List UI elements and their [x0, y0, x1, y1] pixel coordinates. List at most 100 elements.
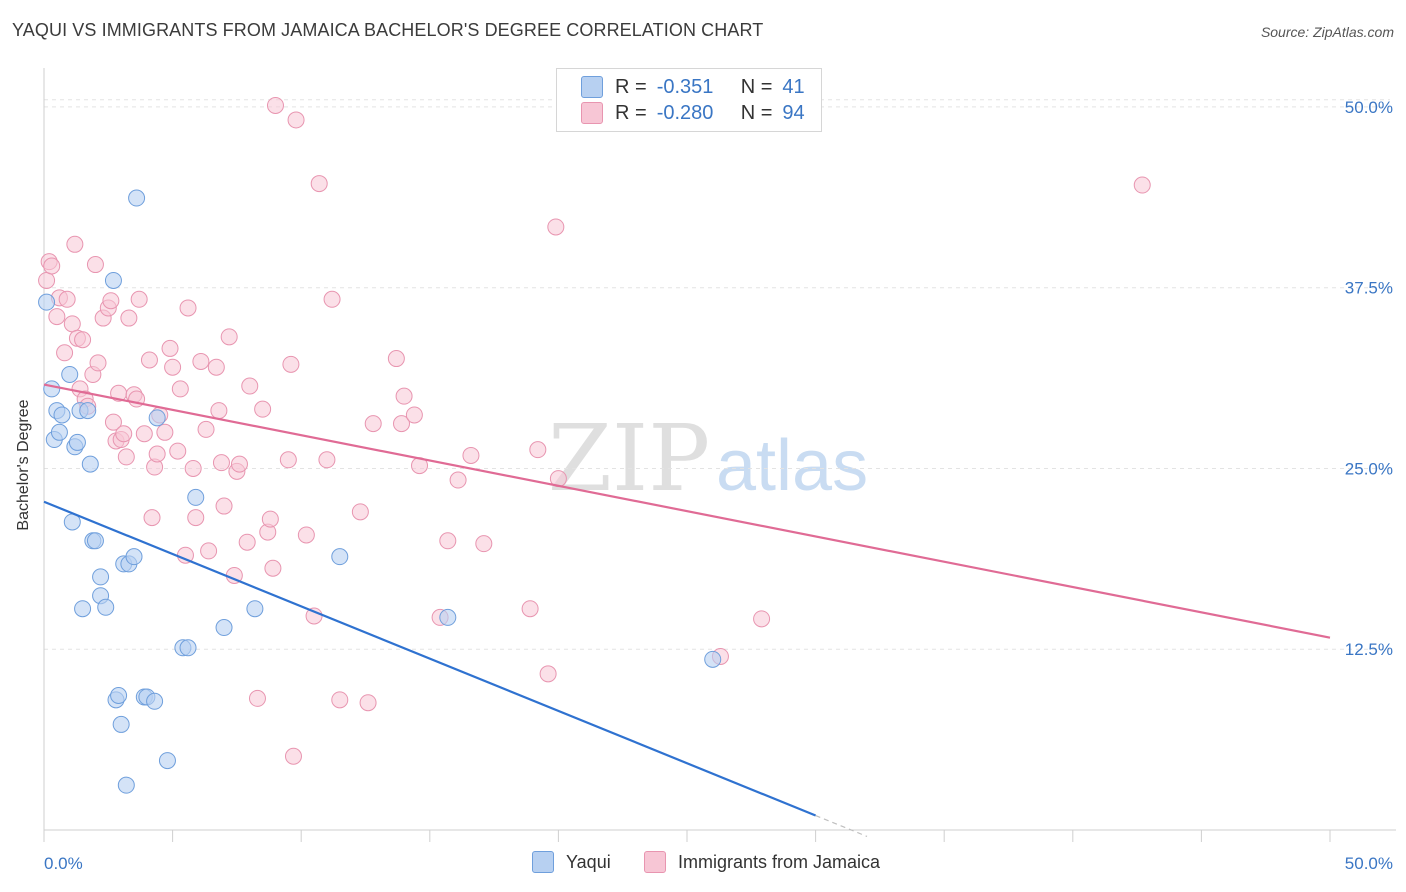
yaqui-point [61, 365, 79, 383]
bottom-legend-yaqui-label: Yaqui [566, 851, 611, 872]
jamaica-point [156, 423, 174, 441]
yaqui-point [50, 423, 68, 441]
yaqui-point [110, 687, 128, 705]
yaqui-point [148, 409, 166, 427]
y-axis-label: Bachelor's Degree [15, 399, 32, 531]
yaqui-swatch-icon [532, 851, 554, 873]
legend-box: R = -0.351 N = 41 R = -0.280 N = 94 [556, 68, 822, 132]
axes [43, 68, 1396, 842]
jamaica-trend-line [43, 383, 1331, 639]
yaqui-point [158, 752, 176, 770]
jamaica-point [287, 111, 305, 129]
yaqui-point [81, 455, 99, 473]
jamaica-point [395, 387, 413, 405]
jamaica-point [405, 406, 423, 424]
jamaica-point [161, 339, 179, 357]
jamaica-point [753, 610, 771, 628]
yaqui-point [112, 715, 130, 733]
bottom-legend-jamaica: Immigrants from Jamaica [644, 851, 880, 873]
yaqui-point [97, 598, 115, 616]
jamaica-point [364, 415, 382, 433]
jamaica-point [387, 350, 405, 368]
jamaica-point [547, 218, 565, 236]
yaqui-point [439, 608, 457, 626]
legend-n-label: N = [740, 101, 773, 124]
y-tick-label: 37.5% [1345, 279, 1393, 298]
jamaica-point [66, 235, 84, 253]
yaqui-point [92, 568, 110, 586]
legend-r-value: -0.351 [656, 75, 714, 98]
jamaica-point [115, 425, 133, 443]
watermark-atlas: atlas [716, 426, 868, 506]
jamaica-point [89, 354, 107, 372]
legend-r-label: R = [615, 75, 647, 98]
jamaica-point [187, 509, 205, 527]
jamaica-point [539, 665, 557, 683]
jamaica-point [279, 451, 297, 469]
bottom-legend-yaqui: Yaqui [532, 851, 611, 873]
jamaica-point [529, 441, 547, 459]
yaqui-point [125, 548, 143, 566]
yaqui-point [53, 406, 71, 424]
jamaica-point [261, 510, 279, 528]
jamaica-point [148, 445, 166, 463]
jamaica-point [241, 377, 259, 395]
jamaica-point [74, 331, 92, 349]
jamaica-point [130, 290, 148, 308]
jamaica-swatch-icon [644, 851, 666, 873]
jamaica-point [264, 559, 282, 577]
yaqui-point [68, 433, 86, 451]
jamaica-point [297, 526, 315, 544]
yaqui-point [215, 619, 233, 637]
jamaica-point [102, 292, 120, 310]
yaqui-point [79, 402, 97, 420]
yaqui-point [43, 380, 61, 398]
jamaica-point [475, 535, 493, 553]
jamaica-point [210, 402, 228, 420]
yaqui-point [704, 650, 722, 668]
trend-lines [43, 383, 1331, 838]
x-tick-label: 0.0% [44, 854, 83, 873]
grid-lines [44, 99, 1390, 650]
yaqui-trend-line [43, 500, 817, 817]
yaqui-swatch-icon [581, 76, 603, 98]
jamaica-point [140, 351, 158, 369]
jamaica-point [331, 691, 349, 709]
jamaica-point [56, 344, 74, 362]
y-tick-label: 50.0% [1345, 98, 1393, 117]
jamaica-point [318, 451, 336, 469]
jamaica-point [284, 747, 302, 765]
yaqui-point [104, 271, 122, 289]
yaqui-point [179, 639, 197, 657]
jamaica-point [215, 497, 233, 515]
jamaica-point [179, 299, 197, 317]
jamaica-point [169, 442, 187, 460]
yaqui-point [128, 189, 146, 207]
jamaica-point [48, 308, 66, 326]
jamaica-point [248, 689, 266, 707]
jamaica-point [207, 358, 225, 376]
x-tick-label: 50.0% [1345, 854, 1393, 873]
watermark: ZIP atlas [548, 405, 868, 512]
jamaica-point [184, 459, 202, 477]
jamaica-point [164, 358, 182, 376]
yaqui-trend-extension [815, 814, 868, 838]
yaqui-point [246, 600, 264, 618]
jamaica-point [135, 425, 153, 443]
source-credit: Source: ZipAtlas.com [1260, 24, 1394, 40]
yaqui-point [331, 548, 349, 566]
jamaica-point [439, 532, 457, 550]
jamaica-point [351, 503, 369, 521]
jamaica-point [200, 542, 218, 560]
jamaica-point [282, 355, 300, 373]
jamaica-point [238, 533, 256, 551]
jamaica-point [449, 471, 467, 489]
bottom-legend-jamaica-label: Immigrants from Jamaica [678, 851, 881, 872]
jamaica-point [117, 448, 135, 466]
jamaica-point [143, 509, 161, 527]
legend-n-label: N = [740, 75, 773, 98]
jamaica-point [393, 415, 411, 433]
jamaica-point [220, 328, 238, 346]
legend-row-jamaica: R = -0.280 N = 94 [581, 101, 805, 125]
